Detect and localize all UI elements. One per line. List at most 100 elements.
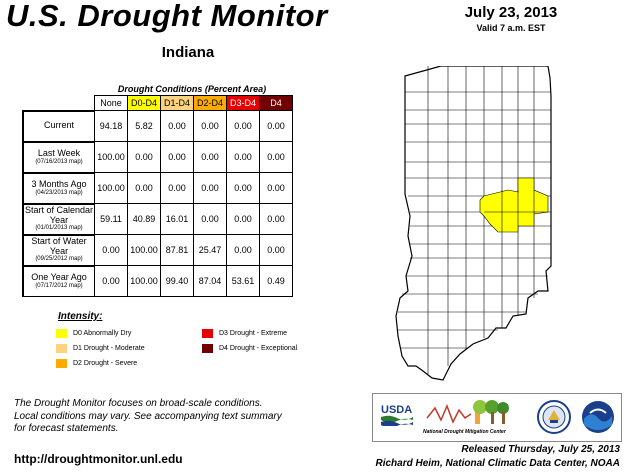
table-row: 3 Months Ago (04/23/2013 map) 100.00 0.00 0.… <box>22 171 293 204</box>
row-label-text: 3 Months Ago <box>31 179 87 190</box>
drought-conditions-table: None D0-D4 D1-D4 D2-D4 D3-D4 D4 Current 9… <box>22 95 293 297</box>
table-cell: 0.00 <box>226 234 260 266</box>
table-row: One Year Ago (07/17/2012 map) 0.00 100.00 99… <box>22 264 293 297</box>
header-corner <box>23 96 95 111</box>
row-label-text: One Year Ago <box>31 272 87 283</box>
website-url[interactable]: http://droughtmonitor.unl.edu <box>14 452 183 466</box>
legend-swatch <box>56 329 67 338</box>
table-caption: Drought Conditions (Percent Area) <box>117 84 267 94</box>
row-label-text: Current <box>43 120 74 131</box>
drought-d0-area <box>479 177 549 233</box>
table-cell: 0.00 <box>259 203 293 235</box>
table-cell: 0.00 <box>259 141 293 173</box>
table-cell: 40.89 <box>127 203 161 235</box>
legend-swatch <box>56 359 67 368</box>
row-label: Current <box>22 109 95 142</box>
usda-logo-icon: USDA <box>381 404 413 426</box>
row-label: Last Week (07/16/2013 map) <box>22 140 95 173</box>
table-cell: 16.01 <box>160 203 194 235</box>
table-row: Start of Water Year (09/25/2012 map) 0.00 1… <box>22 233 293 266</box>
row-sublabel: (07/16/2013 map) <box>35 158 83 165</box>
row-label-text: Start of Water Year <box>31 236 87 256</box>
row-label-text: Start of Calendar Year <box>24 205 94 225</box>
note-line-1: The Drought Monitor focuses on broad-sca… <box>14 398 263 409</box>
state-name: Indiana <box>161 44 215 61</box>
table-cell: 0.00 <box>226 203 260 235</box>
legend-label: D1 Drought - Moderate <box>73 345 145 352</box>
ndmc-label: National Drought Mitigation Center <box>423 429 506 435</box>
page-title: U.S. Drought Monitor <box>6 0 328 33</box>
table-cell: 5.82 <box>127 110 161 142</box>
row-sublabel: (04/23/2013 map) <box>35 189 83 196</box>
table-cell: 59.11 <box>94 203 128 235</box>
table-cell: 100.00 <box>94 141 128 173</box>
legend-swatch <box>202 344 213 353</box>
table-cell: 53.61 <box>226 265 260 297</box>
table-cell: 0.00 <box>193 203 227 235</box>
table-row: Current 94.18 5.82 0.00 0.00 0.00 0.00 <box>22 109 293 142</box>
noaa-logo-icon <box>582 401 614 433</box>
table-cell: 0.00 <box>259 234 293 266</box>
table-header-row: None D0-D4 D1-D4 D2-D4 D3-D4 D4 <box>23 95 293 111</box>
col-d0-d4: D0-D4 <box>127 95 161 111</box>
table-cell: 0.49 <box>259 265 293 297</box>
row-sublabel: (01/01/2013 map) <box>35 225 83 232</box>
partner-logos: USDA National Drought Mitigation Center <box>372 393 622 442</box>
table-row: Start of Calendar Year (01/01/2013 map) 59… <box>22 202 293 235</box>
table-cell: 25.47 <box>193 234 227 266</box>
release-date: Released Thursday, July 25, 2013 <box>461 444 620 455</box>
table-cell: 0.00 <box>259 172 293 204</box>
legend-label: D2 Drought - Severe <box>73 360 138 367</box>
table-cell: 0.00 <box>94 265 128 297</box>
legend-item: D3 Drought - Extreme <box>202 329 287 338</box>
row-label: 3 Months Ago (04/23/2013 map) <box>22 171 95 204</box>
row-label: One Year Ago (07/17/2012 map) <box>22 264 95 297</box>
legend-swatch <box>56 344 67 353</box>
table-cell: 100.00 <box>94 172 128 204</box>
table-cell: 0.00 <box>226 110 260 142</box>
row-sublabel: (07/17/2012 map) <box>35 282 83 289</box>
ndmc-logo-icon <box>426 400 509 424</box>
indiana-state-map <box>395 66 552 381</box>
table-cell: 0.00 <box>226 141 260 173</box>
disclaimer-note: The Drought Monitor focuses on broad-sca… <box>14 398 334 436</box>
table-cell: 0.00 <box>127 141 161 173</box>
col-d1-d4: D1-D4 <box>160 95 194 111</box>
legend-item: D1 Drought - Moderate <box>56 344 145 353</box>
commerce-seal-icon <box>537 400 571 434</box>
row-sublabel: (09/25/2012 map) <box>35 256 83 263</box>
table-cell: 0.00 <box>259 110 293 142</box>
valid-time: Valid 7 a.m. EST <box>476 23 546 33</box>
table-cell: 87.81 <box>160 234 194 266</box>
legend-label: D4 Drought - Exceptional <box>219 345 298 352</box>
author-credit: Richard Heim, National Climatic Data Cen… <box>375 458 620 469</box>
row-label: Start of Calendar Year (01/01/2013 map) <box>22 202 95 235</box>
col-d3-d4: D3-D4 <box>226 95 260 111</box>
table-cell: 0.00 <box>226 172 260 204</box>
note-line-2: Local conditions may vary. See accompany… <box>14 410 282 422</box>
table-cell: 0.00 <box>193 141 227 173</box>
table-cell: 99.40 <box>160 265 194 297</box>
indiana-map <box>395 66 552 381</box>
table-cell: 100.00 <box>127 234 161 266</box>
row-label: Start of Water Year (09/25/2012 map) <box>22 233 95 266</box>
legend-item: D4 Drought - Exceptional <box>202 344 297 353</box>
legend-swatch <box>202 329 213 338</box>
usda-text: USDA <box>381 404 412 416</box>
row-label-text: Last Week <box>37 148 81 159</box>
table-cell: 0.00 <box>160 141 194 173</box>
legend-label: D0 Abnormally Dry <box>73 330 132 337</box>
table-row: Last Week (07/16/2013 map) 100.00 0.00 0.00 0… <box>22 140 293 173</box>
legend-item: D2 Drought - Severe <box>56 359 137 368</box>
legend-label: D3 Drought - Extreme <box>219 330 288 337</box>
table-cell: 0.00 <box>160 110 194 142</box>
table-cell: 0.00 <box>193 110 227 142</box>
legend-item: D0 Abnormally Dry <box>56 329 131 338</box>
col-none: None <box>94 95 128 111</box>
table-cell: 0.00 <box>193 172 227 204</box>
map-date: July 23, 2013 <box>464 4 558 21</box>
note-line-3: for forecast statements. <box>14 423 119 434</box>
table-cell: 100.00 <box>127 265 161 297</box>
table-cell: 0.00 <box>160 172 194 204</box>
table-cell: 0.00 <box>94 234 128 266</box>
